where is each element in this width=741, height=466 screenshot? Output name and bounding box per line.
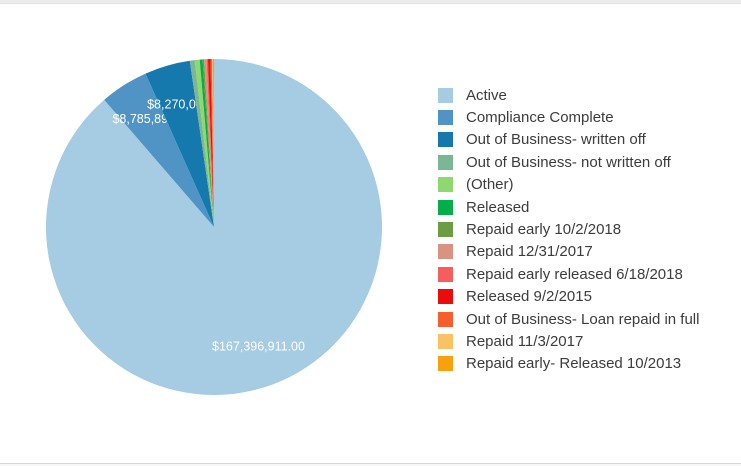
pie-slice-1[interactable]	[104, 73, 214, 227]
legend-swatch	[438, 110, 453, 126]
legend-item-2[interactable]: Out of Business- written off	[438, 129, 699, 151]
legend-swatch	[438, 311, 453, 327]
legend-swatch	[438, 266, 453, 282]
pie-slice-5[interactable]	[199, 59, 214, 227]
legend-item-10[interactable]: Out of Business- Loan repaid in full	[438, 308, 699, 330]
legend-swatch	[438, 222, 453, 238]
legend-swatch	[438, 199, 453, 215]
pie-slice-label: $8,785,890.	[112, 112, 178, 126]
legend: Active Compliance Complete Out of Business…	[438, 84, 699, 375]
legend-label: Out of Business- written off	[466, 131, 646, 149]
legend-swatch	[438, 333, 453, 349]
legend-label: Repaid early released 6/18/2018	[466, 265, 683, 283]
pie-slice-8[interactable]	[206, 59, 214, 227]
legend-label: Active	[466, 86, 507, 104]
legend-swatch	[438, 356, 453, 372]
legend-item-5[interactable]: Released	[438, 196, 699, 218]
legend-label: Repaid 11/3/2017	[466, 332, 584, 350]
pie-slice-11[interactable]	[211, 59, 214, 227]
bottom-divider	[0, 463, 741, 466]
legend-swatch	[438, 177, 453, 193]
legend-label: Out of Business- Loan repaid in full	[466, 310, 700, 328]
pie-slice-label: $167,396,911.00	[212, 340, 305, 354]
pie-slice-0[interactable]	[46, 59, 383, 395]
legend-item-12[interactable]: Repaid early- Released 10/2013	[438, 353, 699, 375]
legend-item-6[interactable]: Repaid early 10/2/2018	[438, 218, 699, 240]
legend-item-1[interactable]: Compliance Complete	[438, 106, 699, 128]
pie-slice-4[interactable]	[194, 59, 214, 227]
legend-item-3[interactable]: Out of Business- not written off	[438, 151, 699, 173]
legend-swatch	[438, 244, 453, 260]
legend-label: Released 9/2/2015	[466, 288, 592, 306]
pie-slice-3[interactable]	[189, 60, 214, 227]
legend-swatch	[438, 87, 453, 103]
legend-item-11[interactable]: Repaid 11/3/2017	[438, 330, 699, 352]
pie-slice-label: $8,270,004	[147, 97, 210, 111]
pie-slice-2[interactable]	[145, 60, 214, 227]
legend-label: Repaid 12/31/2017	[466, 243, 593, 261]
legend-label: Compliance Complete	[466, 109, 614, 127]
legend-item-7[interactable]: Repaid 12/31/2017	[438, 241, 699, 263]
legend-swatch	[438, 132, 453, 148]
legend-label: (Other)	[466, 176, 514, 194]
pie-slice-10[interactable]	[210, 59, 214, 228]
top-divider	[0, 0, 741, 4]
legend-swatch	[438, 154, 453, 170]
legend-label: Repaid early- Released 10/2013	[466, 355, 682, 373]
pie-slice-12[interactable]	[212, 58, 214, 227]
legend-item-4[interactable]: (Other)	[438, 174, 699, 196]
pie-slice-6[interactable]	[202, 59, 214, 227]
legend-item-8[interactable]: Repaid early released 6/18/2018	[438, 263, 699, 285]
legend-label: Released	[466, 198, 530, 216]
legend-swatch	[438, 289, 453, 305]
legend-item-0[interactable]: Active	[438, 84, 699, 106]
legend-item-9[interactable]: Released 9/2/2015	[438, 286, 699, 308]
legend-label: Repaid early 10/2/2018	[466, 221, 622, 239]
legend-label: Out of Business- not written off	[466, 153, 671, 171]
pie-slice-7[interactable]	[204, 59, 214, 227]
pie-slice-9[interactable]	[207, 59, 214, 227]
